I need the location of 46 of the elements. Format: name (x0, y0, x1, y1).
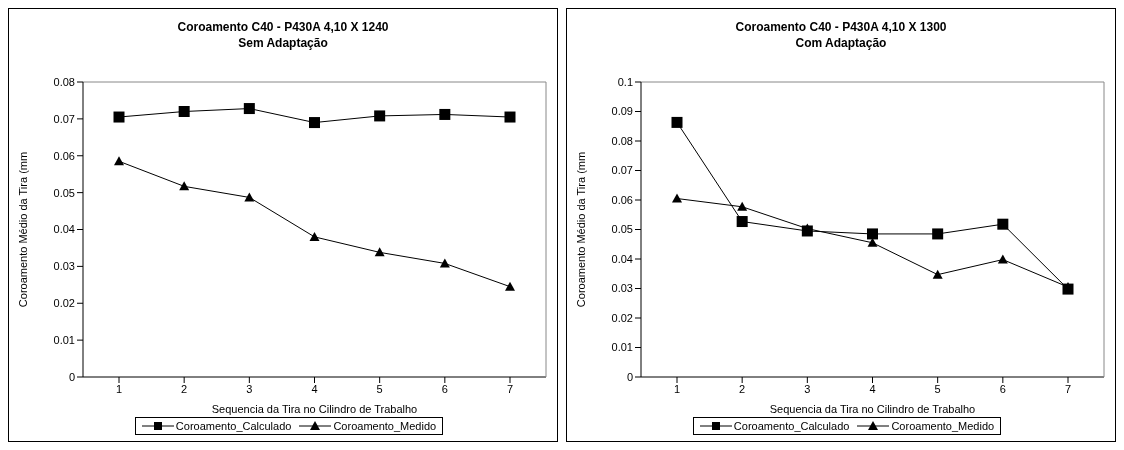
y-tick-label: 0.08 (611, 134, 633, 147)
x-tick-label: 6 (999, 382, 1006, 395)
y-tick-label: 0.06 (53, 149, 75, 162)
x-axis-title: Sequencia da Tira no Cilindro de Trabalho (211, 403, 418, 415)
y-tick-label: 0.02 (611, 311, 633, 324)
x-tick-label: 5 (376, 382, 383, 395)
y-tick-label: 0.09 (611, 105, 633, 118)
x-tick-label: 2 (739, 382, 746, 395)
y-tick-label: 0.1 (617, 75, 633, 88)
x-tick-label: 4 (311, 382, 318, 395)
y-tick-label: 0.04 (53, 223, 75, 236)
legend-label: Coroamento_Calculado (733, 420, 850, 432)
legend-label: Coroamento_Medido (891, 420, 995, 432)
x-tick-label: 7 (1064, 382, 1072, 395)
chart-title: Coroamento C40 - P430A 4,10 X 1240 (176, 19, 390, 35)
y-axis-title: Coroamento Médio da Tira (mm (16, 151, 29, 308)
chart-subtitle: Com Adaptação (794, 35, 888, 51)
y-tick-label: 0.08 (53, 75, 75, 88)
y-tick-label: 0.07 (611, 164, 633, 177)
legend-label: Coroamento_Medido (333, 420, 437, 432)
x-axis-title: Sequencia da Tira no Cilindro de Trabalho (769, 403, 976, 415)
x-tick-label: 3 (246, 382, 253, 395)
y-tick-label: 0.05 (53, 186, 75, 199)
chart-title: Coroamento C40 - P430A 4,10 X 1300 (734, 19, 948, 35)
y-tick-label: 0 (68, 370, 75, 383)
x-tick-label: 5 (934, 382, 941, 395)
x-tick-label: 7 (506, 382, 514, 395)
y-tick-label: 0.05 (611, 223, 633, 236)
chart-subtitle: Sem Adaptação (237, 35, 329, 51)
x-tick-label: 4 (869, 382, 876, 395)
x-tick-label: 2 (181, 382, 188, 395)
x-tick-label: 1 (115, 382, 123, 395)
x-tick-label: 6 (441, 382, 448, 395)
y-axis-title: Coroamento Médio da Tira (mm (574, 151, 587, 308)
y-tick-label: 0.04 (611, 252, 633, 265)
y-tick-label: 0.06 (611, 193, 633, 206)
y-tick-label: 0.02 (53, 297, 75, 310)
y-tick-label: 0.03 (611, 282, 633, 295)
y-tick-label: 0.03 (53, 260, 75, 273)
x-tick-label: 1 (673, 382, 681, 395)
y-tick-label: 0.01 (611, 341, 633, 354)
legend-label: Coroamento_Calculado (175, 420, 292, 432)
y-tick-label: 0 (626, 370, 633, 383)
y-tick-label: 0.07 (53, 112, 75, 125)
x-tick-label: 3 (804, 382, 811, 395)
y-tick-label: 0.01 (53, 334, 75, 347)
